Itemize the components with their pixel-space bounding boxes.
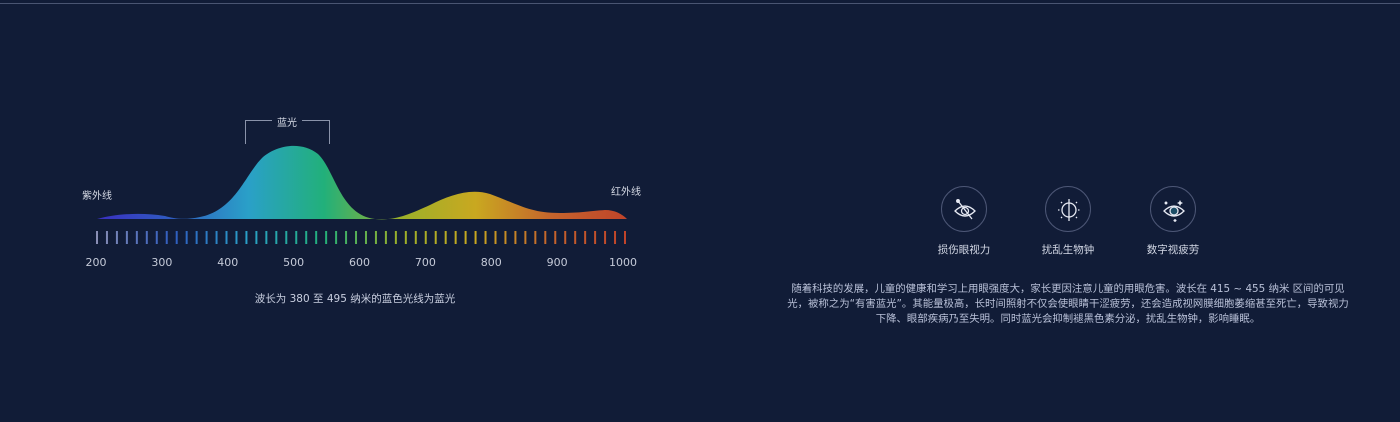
description-text: 随着科技的发展，儿童的健康和学习上用眼强度大，家长更因注意儿童的用眼危害。波长在…	[787, 283, 1349, 326]
tick-label: 400	[217, 256, 239, 269]
tick-label: 700	[414, 256, 436, 269]
wavelength-ticks	[96, 231, 626, 244]
tick-label: 200	[85, 256, 107, 269]
tick-label: 600	[349, 256, 370, 269]
uv-label: 紫外线	[82, 191, 112, 202]
tick-label: 500	[283, 256, 305, 269]
tick-label: 300	[151, 256, 173, 269]
hazard-label: 扰乱生物钟	[1041, 244, 1095, 256]
hazard-label: 损伤眼视力	[937, 244, 991, 256]
blue-light-label: 蓝光	[272, 114, 302, 129]
eye-damage-icon	[941, 186, 987, 232]
top-divider	[0, 3, 1400, 4]
hazard-label: 数字视疲劳	[1146, 244, 1200, 256]
tick-label: 1000	[609, 256, 637, 269]
spectrum-curve	[96, 145, 627, 244]
digital-eye-strain-icon	[1150, 186, 1196, 232]
tick-label: 800	[480, 256, 502, 269]
ir-label: 红外线	[611, 187, 641, 198]
spectrum-area	[97, 145, 627, 220]
biological-clock-icon	[1045, 186, 1091, 232]
tick-label: 900	[546, 256, 568, 269]
spectrum-caption: 波长为 380 至 495 纳米的蓝色光线为蓝光	[254, 293, 456, 305]
